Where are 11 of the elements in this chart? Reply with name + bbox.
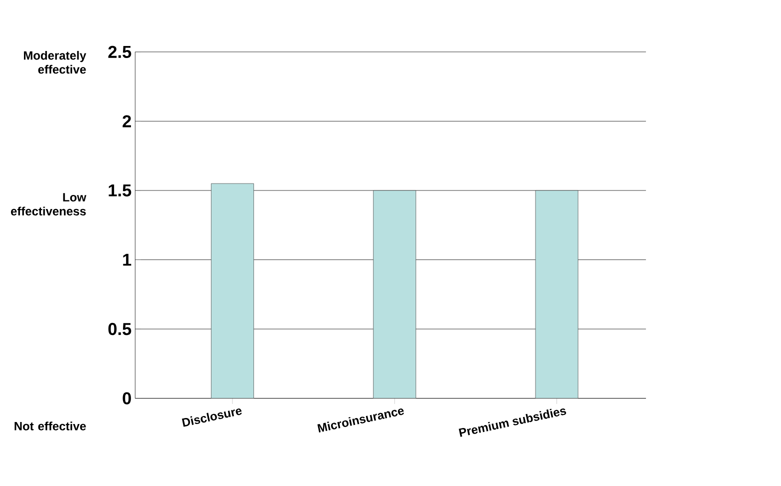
x-tick-label: Premium subsidies bbox=[458, 408, 566, 437]
y-tick-label: 1 bbox=[123, 254, 132, 266]
y-tick-label: 0 bbox=[122, 392, 131, 404]
text: Moderately effective bbox=[24, 50, 86, 74]
y-tick-label: 2 bbox=[122, 115, 131, 128]
text: Not effective bbox=[14, 422, 86, 430]
x-tick-label: Disclosure bbox=[182, 408, 242, 427]
y-tick-label: 1.5 bbox=[108, 184, 132, 196]
y-tick-label: 0.5 bbox=[108, 322, 132, 336]
text: Low effectiveness bbox=[10, 193, 86, 216]
y-tick-label: 2.5 bbox=[108, 46, 132, 58]
